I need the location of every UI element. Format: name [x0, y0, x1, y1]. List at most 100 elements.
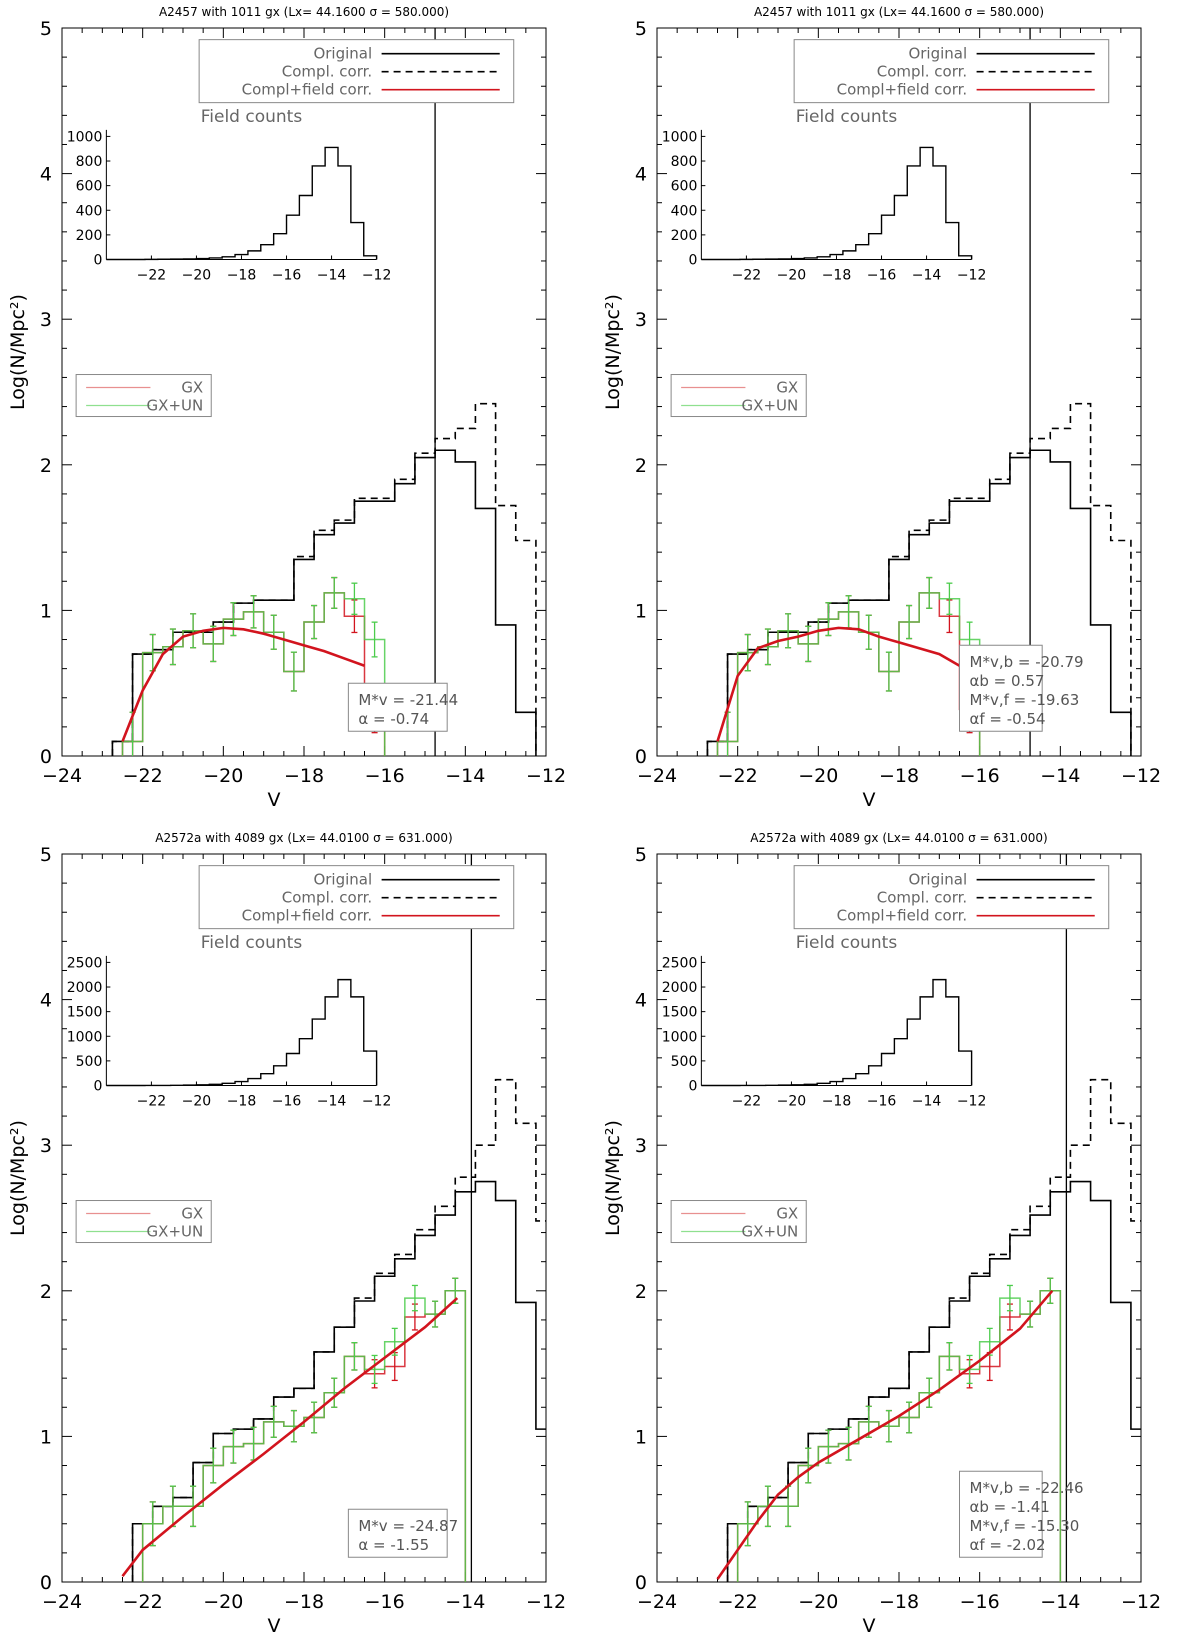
y-tick-label: 0 — [635, 746, 647, 768]
series-compl-corr- — [706, 402, 1132, 756]
y-tick-label: 1 — [635, 600, 647, 622]
inset-title: Field counts — [201, 107, 303, 127]
inset-y-tick-label: 2500 — [662, 955, 698, 971]
inset-field-counts: Field counts 0 500 1000 1500 2000 2500 −22 −20 −1… — [662, 933, 987, 1110]
chart-panel-bottom-right: A2572a with 4089 gx (Lx= 44.0100 σ = 631… — [602, 831, 1161, 1637]
series-compl-corr- — [726, 1078, 1141, 1582]
legend-box — [670, 374, 807, 418]
x-tick-label: −14 — [1040, 1591, 1080, 1613]
inset-title: Field counts — [201, 933, 303, 953]
y-axis-label: Log(N/Mpc²) — [602, 1120, 624, 1236]
inset-y-tick-label: 0 — [93, 1079, 102, 1095]
fit-parameter: α = -0.74 — [358, 710, 429, 728]
inset-title: Field counts — [796, 107, 898, 127]
x-tick-label: −20 — [798, 765, 838, 787]
legend-box — [670, 1200, 807, 1244]
inset-x-tick-label: −12 — [957, 1094, 987, 1110]
y-tick-label: 5 — [635, 844, 647, 866]
series-compl-corr- — [131, 1078, 546, 1582]
inset-field-counts: Field counts 0 500 1000 1500 2000 2500 −22 −20 −1… — [67, 933, 392, 1110]
y-tick-label: 5 — [40, 18, 52, 40]
y-tick-label: 4 — [40, 164, 52, 186]
inset-histogram — [701, 146, 973, 261]
legend-box — [75, 1200, 212, 1244]
x-tick-label: −22 — [123, 1591, 163, 1613]
x-tick-label: −16 — [960, 765, 1000, 787]
inset-x-tick-label: −12 — [362, 268, 392, 284]
x-tick-label: −24 — [637, 1591, 677, 1613]
legend-box — [75, 374, 212, 418]
legend-box — [198, 39, 515, 104]
inset-y-tick-label: 1000 — [67, 129, 103, 145]
x-tick-label: −18 — [284, 1591, 324, 1613]
inset-y-tick-label: 1000 — [662, 129, 698, 145]
fit-parameter: αf = -2.02 — [970, 1536, 1046, 1554]
series-compl-corr- — [111, 402, 537, 756]
fit-parameters-box: M*v = -24.87α = -1.55 — [347, 1508, 458, 1558]
inset-histogram — [106, 978, 378, 1087]
legend-label: Original — [908, 45, 967, 63]
x-tick-label: −20 — [798, 1591, 838, 1613]
legend-label: Compl. corr. — [877, 889, 967, 907]
chart-title: A2572a with 4089 gx (Lx= 44.0100 σ = 631… — [155, 831, 452, 845]
fit-parameters-box: M*v = -21.44α = -0.74 — [347, 682, 458, 732]
params-frame — [959, 644, 1043, 732]
x-tick-label: −16 — [365, 765, 405, 787]
inset-y-tick-label: 600 — [76, 179, 103, 195]
inset-y-tick-label: 1000 — [67, 1029, 103, 1045]
inset-x-tick-label: −18 — [227, 1094, 257, 1110]
y-tick-label: 4 — [635, 164, 647, 186]
inset-y-tick-label: 800 — [76, 154, 103, 170]
inset-x-tick-label: −16 — [867, 1094, 897, 1110]
x-tick-label: −18 — [879, 1591, 919, 1613]
fit-parameter: M*v = -21.44 — [358, 691, 458, 709]
x-tick-label: −12 — [526, 765, 566, 787]
inset-y-tick-label: 0 — [688, 1079, 697, 1095]
y-tick-label: 1 — [635, 1426, 647, 1448]
legend-label: Compl+field corr. — [837, 81, 968, 99]
inset-x-tick-label: −18 — [822, 268, 852, 284]
inset-x-tick-label: −14 — [317, 1094, 347, 1110]
inset-field-counts: Field counts 0 200 400 600 800 1000 −22 −20 −18 −1… — [67, 107, 392, 284]
x-tick-label: −22 — [123, 765, 163, 787]
inset-x-tick-label: −20 — [777, 1094, 807, 1110]
inset-y-tick-label: 500 — [671, 1054, 698, 1070]
series-compl-field-corr- — [716, 626, 961, 742]
inset-histogram — [701, 978, 973, 1087]
inset-y-tick-label: 400 — [671, 203, 698, 219]
chart-panel-bottom-left: A2572a with 4089 gx (Lx= 44.0100 σ = 631… — [7, 831, 566, 1637]
legend-label: GX+UN — [147, 1223, 204, 1241]
legend-label: GX+UN — [742, 1223, 799, 1241]
fit-parameter: M*v,b = -22.46 — [970, 1479, 1084, 1497]
y-axis-label: Log(N/Mpc²) — [7, 294, 29, 410]
legend-label: GX — [181, 1205, 203, 1223]
fit-parameter: M*v,f = -19.63 — [970, 691, 1080, 709]
chart-title: A2457 with 1011 gx (Lx= 44.1600 σ = 580.… — [754, 5, 1044, 19]
y-tick-label: 1 — [40, 600, 52, 622]
x-tick-label: −18 — [879, 765, 919, 787]
y-axis-label: Log(N/Mpc²) — [602, 294, 624, 410]
legend-label: Compl+field corr. — [837, 907, 968, 925]
x-tick-label: −14 — [1040, 765, 1080, 787]
x-tick-label: −22 — [718, 1591, 758, 1613]
x-axis-label: V — [863, 1615, 876, 1637]
legend-label: Compl+field corr. — [242, 81, 373, 99]
x-tick-label: −14 — [445, 765, 485, 787]
plot-area — [111, 402, 537, 756]
plot-area — [716, 1078, 1141, 1582]
inset-x-tick-label: −14 — [912, 268, 942, 284]
series-compl-field-corr- — [716, 1289, 1054, 1580]
x-tick-label: −20 — [203, 765, 243, 787]
chart-title: A2457 with 1011 gx (Lx= 44.1600 σ = 580.… — [159, 5, 449, 19]
inset-histogram — [106, 146, 378, 261]
inset-x-tick-label: −14 — [912, 1094, 942, 1110]
inset-y-tick-label: 1000 — [662, 1029, 698, 1045]
legend-box — [793, 865, 1110, 930]
x-axis-label: V — [863, 789, 876, 811]
y-tick-label: 0 — [40, 746, 52, 768]
